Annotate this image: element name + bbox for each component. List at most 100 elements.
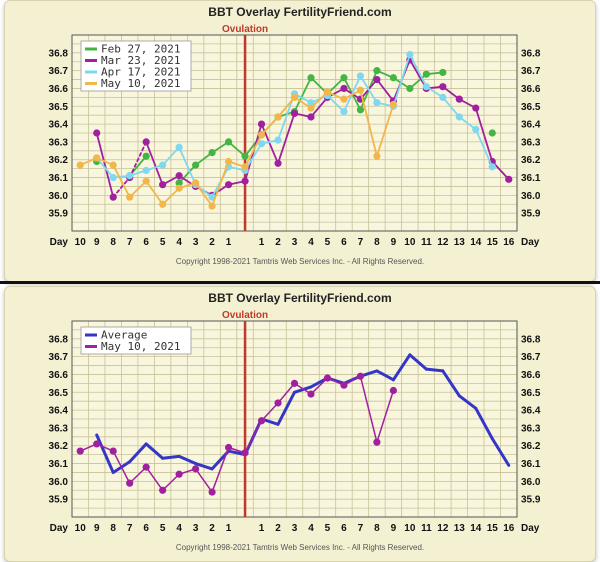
x-tick-label: 1	[226, 237, 232, 248]
series-segment	[177, 454, 198, 466]
x-axis-label-right: Day	[521, 237, 540, 248]
series-segment	[375, 369, 395, 382]
series-segment	[326, 94, 345, 113]
series-segment	[95, 433, 115, 474]
x-axis-label-left: Day	[50, 237, 69, 248]
chart-panel-bottom: BBT Overlay FertilityFriend.com Ovulation…	[4, 286, 596, 562]
x-tick-label: 11	[421, 237, 432, 248]
data-point	[257, 140, 266, 148]
x-tick-label: 3	[193, 523, 199, 534]
data-point	[241, 152, 249, 160]
y-tick-label-right: 36.7	[521, 352, 541, 363]
series-segment	[474, 406, 494, 441]
legend-box	[80, 40, 192, 92]
series-segment	[244, 133, 263, 168]
data-point	[241, 163, 249, 171]
x-tick-label: 3	[292, 523, 298, 534]
series-segment	[474, 107, 494, 163]
series-segment	[424, 367, 445, 373]
data-point	[439, 93, 447, 101]
data-point	[126, 172, 134, 180]
data-point	[340, 381, 348, 389]
grid	[71, 320, 518, 518]
x-tick-label: 4	[308, 237, 314, 248]
data-point	[257, 417, 266, 425]
data-point	[422, 70, 430, 78]
y-tick-label-left: 36.5	[49, 102, 69, 113]
x-tick-label: 1	[226, 523, 232, 534]
data-point	[224, 443, 233, 452]
y-tick-label-left: 36.3	[49, 423, 69, 434]
series-segment	[277, 96, 296, 118]
series-segment	[310, 91, 329, 109]
data-point	[373, 152, 381, 160]
data-point	[109, 447, 117, 455]
series-segment	[310, 377, 329, 395]
y-tick-label-left: 36.6	[49, 84, 69, 95]
data-point	[488, 163, 496, 171]
series-segment	[144, 442, 165, 460]
data-point	[356, 106, 365, 114]
x-tick-label: 8	[374, 237, 380, 248]
data-point	[142, 177, 150, 185]
series-segment	[441, 96, 461, 118]
series-segment	[112, 176, 131, 199]
x-tick-label: 9	[391, 523, 397, 534]
x-tick-label: 9	[391, 237, 397, 248]
data-point	[488, 129, 496, 137]
data-point	[356, 72, 365, 80]
data-point	[472, 125, 480, 134]
copyright-text: Copyright 1998-2021 Tamtris Web Services…	[176, 257, 424, 266]
series-segment	[161, 473, 180, 492]
bbt-overlay-chart-top: BBT Overlay FertilityFriend.com Ovulation…	[49, 5, 541, 266]
x-tick-label: 9	[94, 237, 100, 248]
y-tick-label-right: 36.4	[521, 406, 541, 417]
x-tick-label: 15	[487, 237, 499, 248]
series-segment	[376, 389, 395, 443]
x-tick-label: 2	[275, 237, 281, 248]
series-segment	[457, 394, 478, 410]
data-point	[175, 179, 183, 187]
data-point	[224, 157, 233, 166]
data-point	[208, 488, 216, 496]
data-point	[455, 95, 463, 103]
x-tick-label: 4	[176, 523, 182, 534]
x-tick-label: 9	[94, 523, 100, 534]
y-tick-label-left: 36.8	[49, 48, 69, 59]
chart-title: BBT Overlay FertilityFriend.com	[208, 5, 391, 19]
data-point	[192, 161, 200, 169]
ovulation-label: Ovulation	[222, 24, 268, 35]
data-point	[505, 175, 513, 183]
series-segment	[145, 466, 164, 492]
x-tick-label: 5	[325, 237, 331, 248]
data-point	[290, 93, 299, 101]
series-segment	[277, 112, 296, 165]
series-segment	[408, 53, 428, 88]
y-tick-label-right: 36.5	[521, 102, 541, 113]
data-point	[406, 84, 414, 93]
data-point	[290, 379, 299, 387]
data-point	[439, 68, 447, 77]
copyright-text: Copyright 1998-2021 Tamtris Web Services…	[176, 543, 424, 552]
x-tick-label: 4	[176, 237, 182, 248]
data-point	[142, 166, 150, 175]
data-point	[274, 399, 282, 407]
y-tick-label-right: 36.8	[521, 48, 541, 59]
data-point	[307, 74, 315, 82]
y-tick-label-left: 36.8	[49, 334, 69, 345]
y-tick-label-left: 36.0	[49, 477, 69, 488]
y-tick-label-left: 36.1	[49, 173, 69, 184]
x-tick-label: 14	[470, 237, 482, 248]
x-tick-label: 10	[75, 523, 87, 534]
data-point	[126, 193, 134, 201]
series-segment	[260, 402, 279, 422]
series-segment	[161, 454, 181, 460]
y-tick-label-right: 36.3	[521, 423, 541, 434]
data-point	[340, 95, 348, 103]
data-point	[257, 131, 266, 139]
series-segment	[408, 73, 428, 90]
data-point	[175, 470, 183, 478]
data-point	[340, 84, 348, 93]
